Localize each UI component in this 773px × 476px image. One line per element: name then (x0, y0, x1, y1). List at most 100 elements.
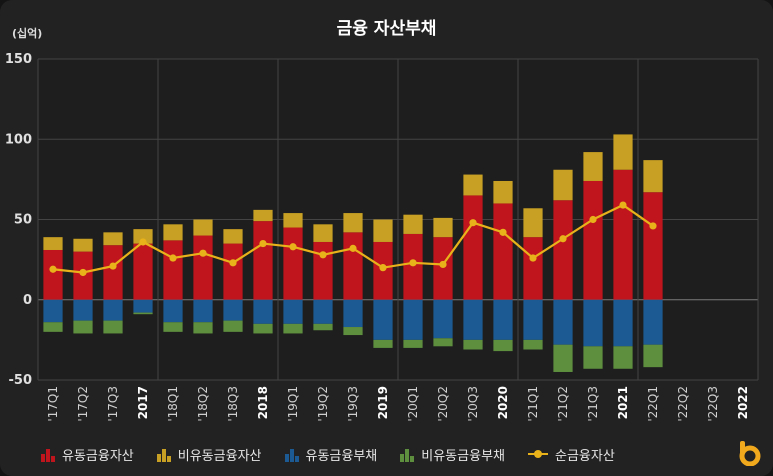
net-assets-point (349, 244, 357, 252)
bar-segment (583, 346, 603, 369)
bar-segment (253, 209, 273, 222)
net-assets-point (469, 219, 477, 227)
bar-segment (433, 237, 453, 300)
bar-segment (103, 299, 123, 321)
bar-segment (163, 240, 183, 300)
legend-item-noncurrent-financial-assets[interactable]: 비유동금융자산 (156, 445, 262, 464)
bar-segment (403, 233, 423, 300)
line-marker-icon (528, 450, 548, 458)
bar-segment (73, 320, 93, 334)
chart-title: 금융 자산부채 (336, 19, 437, 39)
bar-segment (73, 299, 93, 321)
net-assets-point (49, 265, 57, 273)
legend-label: 비유동금융부채 (421, 448, 505, 464)
net-assets-point (439, 260, 447, 269)
net-assets-point (409, 259, 417, 267)
bar-segment (463, 299, 483, 340)
bar-segment (313, 241, 333, 300)
bar-segment (253, 299, 273, 324)
bar-segment (493, 299, 513, 340)
x-tick-label: '21Q1 (526, 386, 540, 422)
net-assets-point (379, 264, 387, 272)
legend-item-current-financial-assets[interactable]: 유동금융자산 (40, 445, 134, 464)
bar-segment (493, 339, 513, 352)
y-axis-unit-label: (십억) (12, 27, 43, 40)
bar-segment (223, 229, 243, 244)
legend-item-net-financial-assets[interactable]: 순금융자산 (527, 445, 615, 464)
x-tick-label: '19Q3 (346, 386, 360, 422)
y-tick-label: 150 (5, 52, 32, 67)
bar-segment (343, 299, 363, 328)
bar-segment (643, 192, 663, 300)
x-tick-label: 2021 (616, 386, 630, 419)
net-assets-point (229, 259, 237, 267)
bar-segment (133, 312, 153, 315)
plot-area: -50 0 50 100 150 '17Q1 '17Q2 '17Q3 2017 '18Q1 '18Q… (5, 52, 759, 422)
x-tick-label: 2022 (736, 386, 750, 419)
bar-segment (73, 238, 93, 252)
bar-segment (463, 174, 483, 196)
bar-segment (223, 299, 243, 321)
bar-segment (343, 327, 363, 336)
x-tick-label: '20Q1 (406, 386, 420, 422)
y-tick-label: 0 (23, 293, 32, 308)
net-assets-point (109, 262, 117, 270)
bar-segment (553, 200, 573, 300)
bar-segment (523, 339, 543, 350)
net-assets-point (319, 251, 327, 259)
bar-segment (43, 322, 63, 332)
bar-segment (433, 299, 453, 339)
bar-segment (133, 243, 153, 300)
bar-segment (553, 344, 573, 372)
bar-segment (553, 169, 573, 201)
bar-segment (433, 338, 453, 347)
bar-segment (193, 299, 213, 323)
net-assets-point (199, 249, 207, 257)
x-tick-label: '20Q2 (436, 386, 450, 422)
bar-segment (283, 213, 303, 228)
bar-segment (343, 232, 363, 300)
x-tick-label: '19Q1 (286, 386, 300, 422)
bar-segment (583, 180, 603, 300)
x-tick-label: 2019 (376, 386, 390, 419)
bar-segment (583, 152, 603, 181)
x-tick-label: 2020 (496, 386, 510, 419)
bar-segment (523, 208, 543, 238)
bar-segment (193, 322, 213, 334)
x-tick-label: '18Q3 (226, 386, 240, 422)
bar-segment (643, 344, 663, 368)
x-tick-label: 2017 (136, 386, 150, 419)
x-tick-label: '22Q1 (646, 386, 660, 422)
bar-segment (403, 214, 423, 234)
net-assets-point (619, 201, 627, 209)
bar-segment (163, 224, 183, 241)
bar-chart-icon (284, 449, 299, 462)
bar-segment (163, 299, 183, 323)
legend-label: 비유동금융자산 (177, 448, 262, 464)
legend-label: 유동금융부채 (305, 448, 378, 464)
x-tick-label: '21Q3 (586, 386, 600, 422)
x-tick-label: '18Q1 (166, 386, 180, 422)
bar-segment (493, 203, 513, 300)
bar-segment (463, 339, 483, 350)
bar-chart-icon (156, 449, 171, 462)
x-tick-label: '17Q2 (76, 386, 90, 422)
y-tick-label: -50 (9, 373, 33, 388)
x-tick-label: 2018 (256, 386, 270, 419)
legend-item-noncurrent-financial-liabilities[interactable]: 비유동금융부채 (399, 445, 505, 464)
bar-segment (223, 320, 243, 332)
bar-segment (283, 299, 303, 324)
bar-segment (283, 227, 303, 300)
net-assets-point (139, 238, 147, 246)
bar-segment (583, 299, 603, 347)
bar-chart-icon (41, 449, 55, 462)
bar-segment (403, 339, 423, 348)
legend-item-current-financial-liabilities[interactable]: 유동금융부채 (284, 445, 378, 464)
bar-segment (523, 237, 543, 300)
bar-segment (613, 346, 633, 369)
bar-segment (43, 249, 63, 300)
bar-segment (193, 235, 213, 300)
x-tick-label: '22Q3 (706, 386, 720, 422)
bar-segment (43, 299, 63, 323)
net-assets-point (649, 222, 657, 230)
